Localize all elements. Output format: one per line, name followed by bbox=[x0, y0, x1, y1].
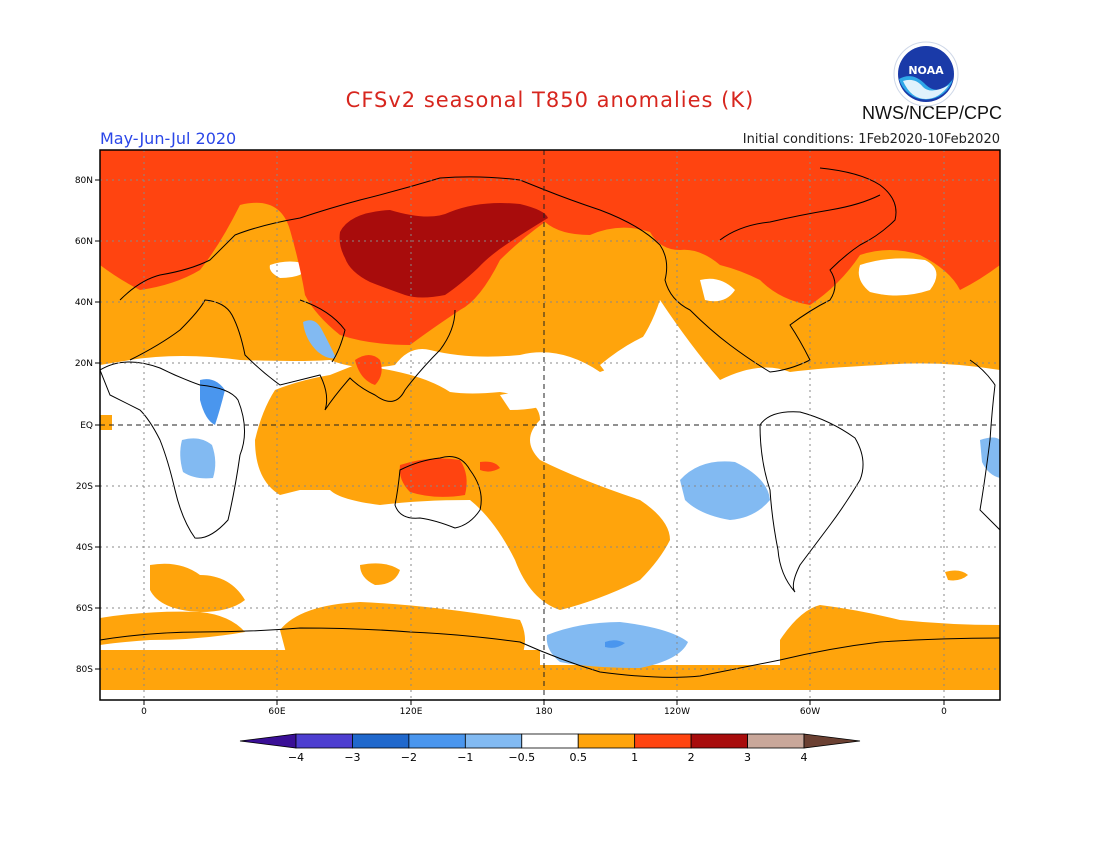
lon-label: 0 bbox=[141, 707, 147, 717]
colorbar-label: 1 bbox=[631, 751, 638, 764]
colorbar-box bbox=[577, 733, 636, 749]
lon-label: 60E bbox=[268, 707, 285, 717]
lat-label: 40N bbox=[75, 298, 93, 308]
noaa-logo-icon: NOAA bbox=[893, 41, 959, 107]
map-title: CFSv2 seasonal T850 anomalies (K) bbox=[345, 88, 755, 112]
organization-label: NWS/NCEP/CPC bbox=[861, 103, 1002, 123]
coastlines bbox=[100, 167, 1000, 678]
lat-label: 80N bbox=[75, 176, 93, 186]
initial-conditions-label: Initial conditions: 1Feb2020-10Feb2020 bbox=[742, 132, 1000, 147]
colorbar-box bbox=[352, 733, 410, 749]
colorbar-label: −4 bbox=[288, 751, 304, 764]
colorbar-boxes bbox=[239, 733, 861, 749]
lat-labels: 80N 60N 40N 20N EQ 20S 40S 60S 80S bbox=[75, 176, 93, 675]
colorbar-box bbox=[521, 733, 579, 749]
lon-label: 60W bbox=[800, 707, 820, 717]
reference-lines bbox=[100, 150, 1000, 700]
colorbar-min-triangle bbox=[239, 733, 297, 749]
lon-ticks bbox=[143, 700, 945, 705]
anomaly-layer-warm-2 bbox=[100, 150, 1000, 497]
lon-label: 180 bbox=[535, 707, 552, 717]
colorbar-box bbox=[408, 733, 466, 749]
anomaly-layer-cool bbox=[180, 320, 1000, 668]
lat-label: EQ bbox=[80, 421, 93, 431]
colorbar-box bbox=[464, 733, 523, 749]
colorbar-label: 3 bbox=[744, 751, 751, 764]
lat-label: 20S bbox=[76, 482, 93, 492]
colorbar-box bbox=[747, 733, 805, 749]
lat-label: 60N bbox=[75, 237, 93, 247]
lon-label: 0 bbox=[941, 707, 947, 717]
lat-ticks bbox=[95, 179, 100, 670]
colorbar-labels: −4 −3 −2 −1 −0.5 0.5 1 2 3 4 bbox=[288, 751, 808, 764]
colorbar-box bbox=[295, 733, 353, 749]
colorbar-label: 4 bbox=[801, 751, 808, 764]
colorbar-max-triangle bbox=[803, 733, 861, 749]
season-label: May-Jun-Jul 2020 bbox=[100, 129, 237, 148]
lat-label: 20N bbox=[75, 359, 93, 369]
colorbar-label: −0.5 bbox=[508, 751, 535, 764]
lat-label: 60S bbox=[76, 604, 93, 614]
lat-label: 40S bbox=[76, 543, 93, 553]
anomaly-layer-warm-3 bbox=[339, 203, 548, 298]
lon-label: 120W bbox=[664, 707, 690, 717]
colorbar-label: −3 bbox=[344, 751, 360, 764]
lon-label: 120E bbox=[400, 707, 423, 717]
colorbar-label: 0.5 bbox=[569, 751, 587, 764]
colorbar-label: 2 bbox=[688, 751, 695, 764]
colorbar-label: −1 bbox=[457, 751, 473, 764]
colorbar-box bbox=[634, 733, 692, 749]
colorbar-box bbox=[690, 733, 748, 749]
lat-label: 80S bbox=[76, 665, 93, 675]
logo-text: NOAA bbox=[908, 64, 944, 77]
grid-lines bbox=[100, 150, 1000, 700]
colorbar-label: −2 bbox=[401, 751, 417, 764]
lon-labels: 0 60E 120E 180 120W 60W 0 bbox=[141, 707, 947, 717]
